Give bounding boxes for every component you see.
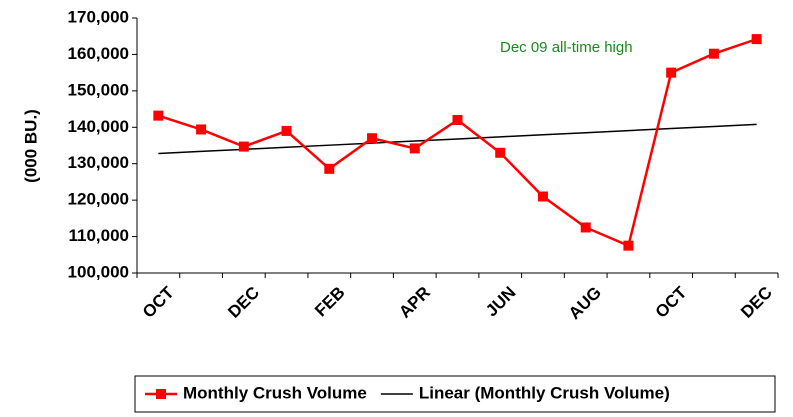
- marker: [409, 143, 420, 154]
- y-axis-label: (000 BU.): [21, 109, 40, 183]
- y-tick-label: 150,000: [68, 80, 129, 99]
- x-tick-label: FEB: [311, 283, 348, 320]
- marker: [751, 34, 762, 45]
- marker: [324, 163, 335, 174]
- y-tick-label: 100,000: [68, 262, 129, 281]
- legend-marker: [156, 389, 166, 399]
- marker: [238, 141, 249, 152]
- marker: [537, 191, 548, 202]
- marker: [580, 222, 591, 233]
- marker: [708, 48, 719, 59]
- legend-box: [134, 375, 776, 413]
- x-tick-label: AUG: [565, 283, 605, 323]
- y-tick-label: 130,000: [68, 153, 129, 172]
- x-tick-label: OCT: [139, 282, 178, 321]
- marker: [367, 133, 378, 144]
- marker: [281, 125, 292, 136]
- marker: [153, 110, 164, 121]
- y-tick-label: 120,000: [68, 190, 129, 209]
- marker: [666, 67, 677, 78]
- annotation: Dec 09 all-time high: [500, 39, 633, 56]
- y-tick-label: 140,000: [68, 117, 129, 136]
- x-tick-label: APR: [395, 283, 434, 322]
- y-tick-label: 160,000: [68, 44, 129, 63]
- y-tick-label: 110,000: [68, 226, 129, 245]
- x-tick-label: DEC: [737, 283, 776, 322]
- legend-label: Monthly Crush Volume: [183, 383, 367, 402]
- marker: [196, 124, 207, 135]
- marker: [623, 240, 634, 251]
- y-tick-label: 170,000: [68, 7, 129, 26]
- legend-label: Linear (Monthly Crush Volume): [419, 383, 670, 402]
- x-tick-label: DEC: [224, 283, 263, 322]
- x-tick-label: JUN: [482, 283, 519, 320]
- marker: [495, 147, 506, 158]
- x-tick-label: OCT: [652, 282, 691, 321]
- marker: [452, 115, 463, 125]
